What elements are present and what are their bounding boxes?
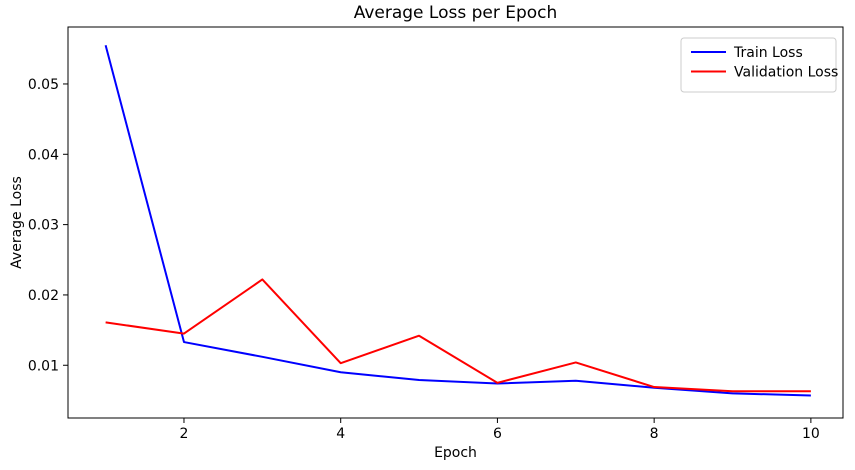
plot-area: 2 4 6 8 10 0.01 0.02 0.03 0.04 0.05 Train Loss Vali… (28, 26, 844, 442)
validation-loss-line (105, 278, 811, 393)
chart-title: Average Loss per Epoch (354, 3, 558, 23)
y-tick-label: 0.05 (28, 77, 59, 93)
x-axis-label: Epoch (434, 445, 477, 461)
plot-frame (67, 26, 844, 419)
legend-label: Train Loss (733, 45, 803, 61)
train-loss-line (104, 45, 811, 397)
y-tick-label: 0.03 (28, 218, 59, 234)
y-axis-label: Average Loss (9, 176, 25, 269)
x-tick-label: 2 (180, 426, 189, 442)
x-tick-label: 10 (802, 426, 820, 442)
y-tick-label: 0.01 (28, 358, 59, 374)
x-tick-label: 8 (650, 426, 659, 442)
legend-label: Validation Loss (734, 65, 838, 81)
y-tick-label: 0.04 (28, 147, 59, 163)
x-tick-label: 6 (493, 426, 502, 442)
y-tick-label: 0.02 (28, 288, 59, 304)
x-tick-label: 4 (336, 426, 345, 442)
